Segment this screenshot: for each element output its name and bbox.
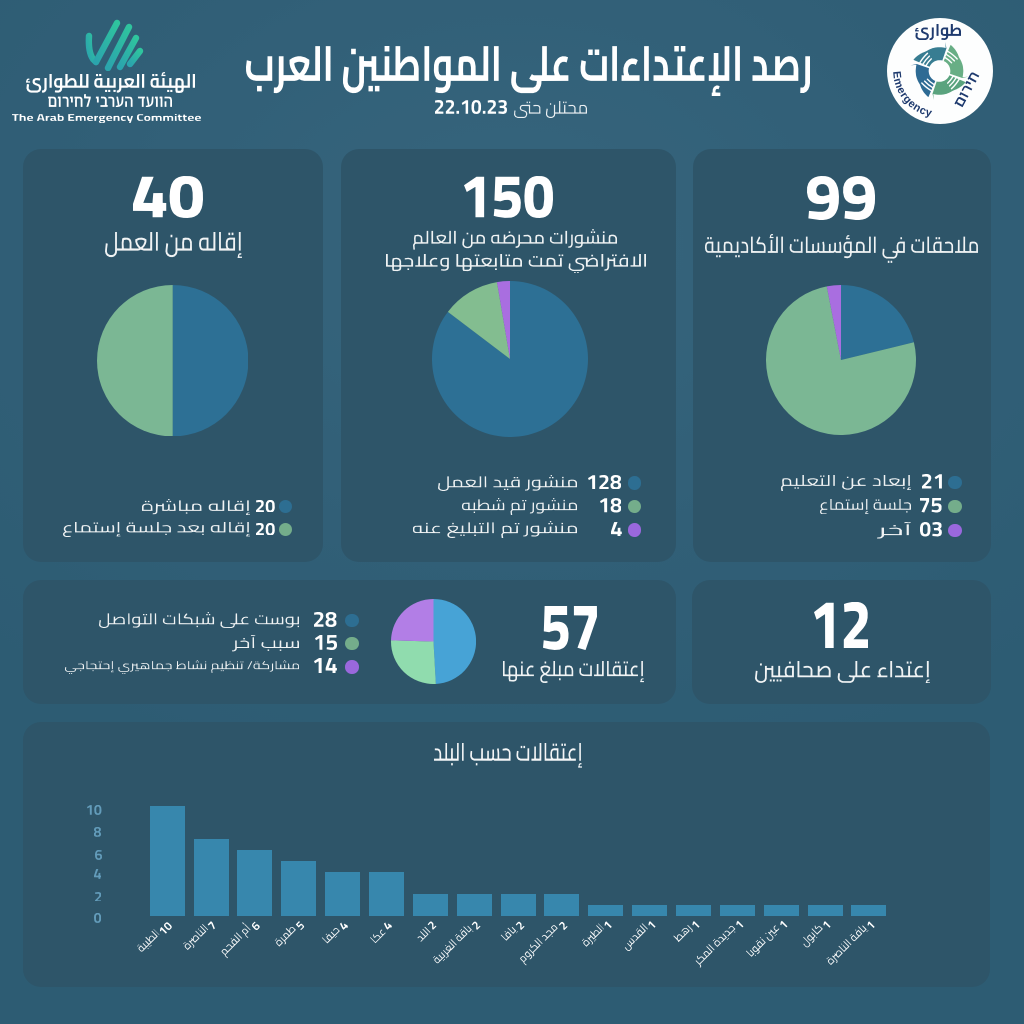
- svg-text:Emergency: Emergency: [890, 71, 934, 120]
